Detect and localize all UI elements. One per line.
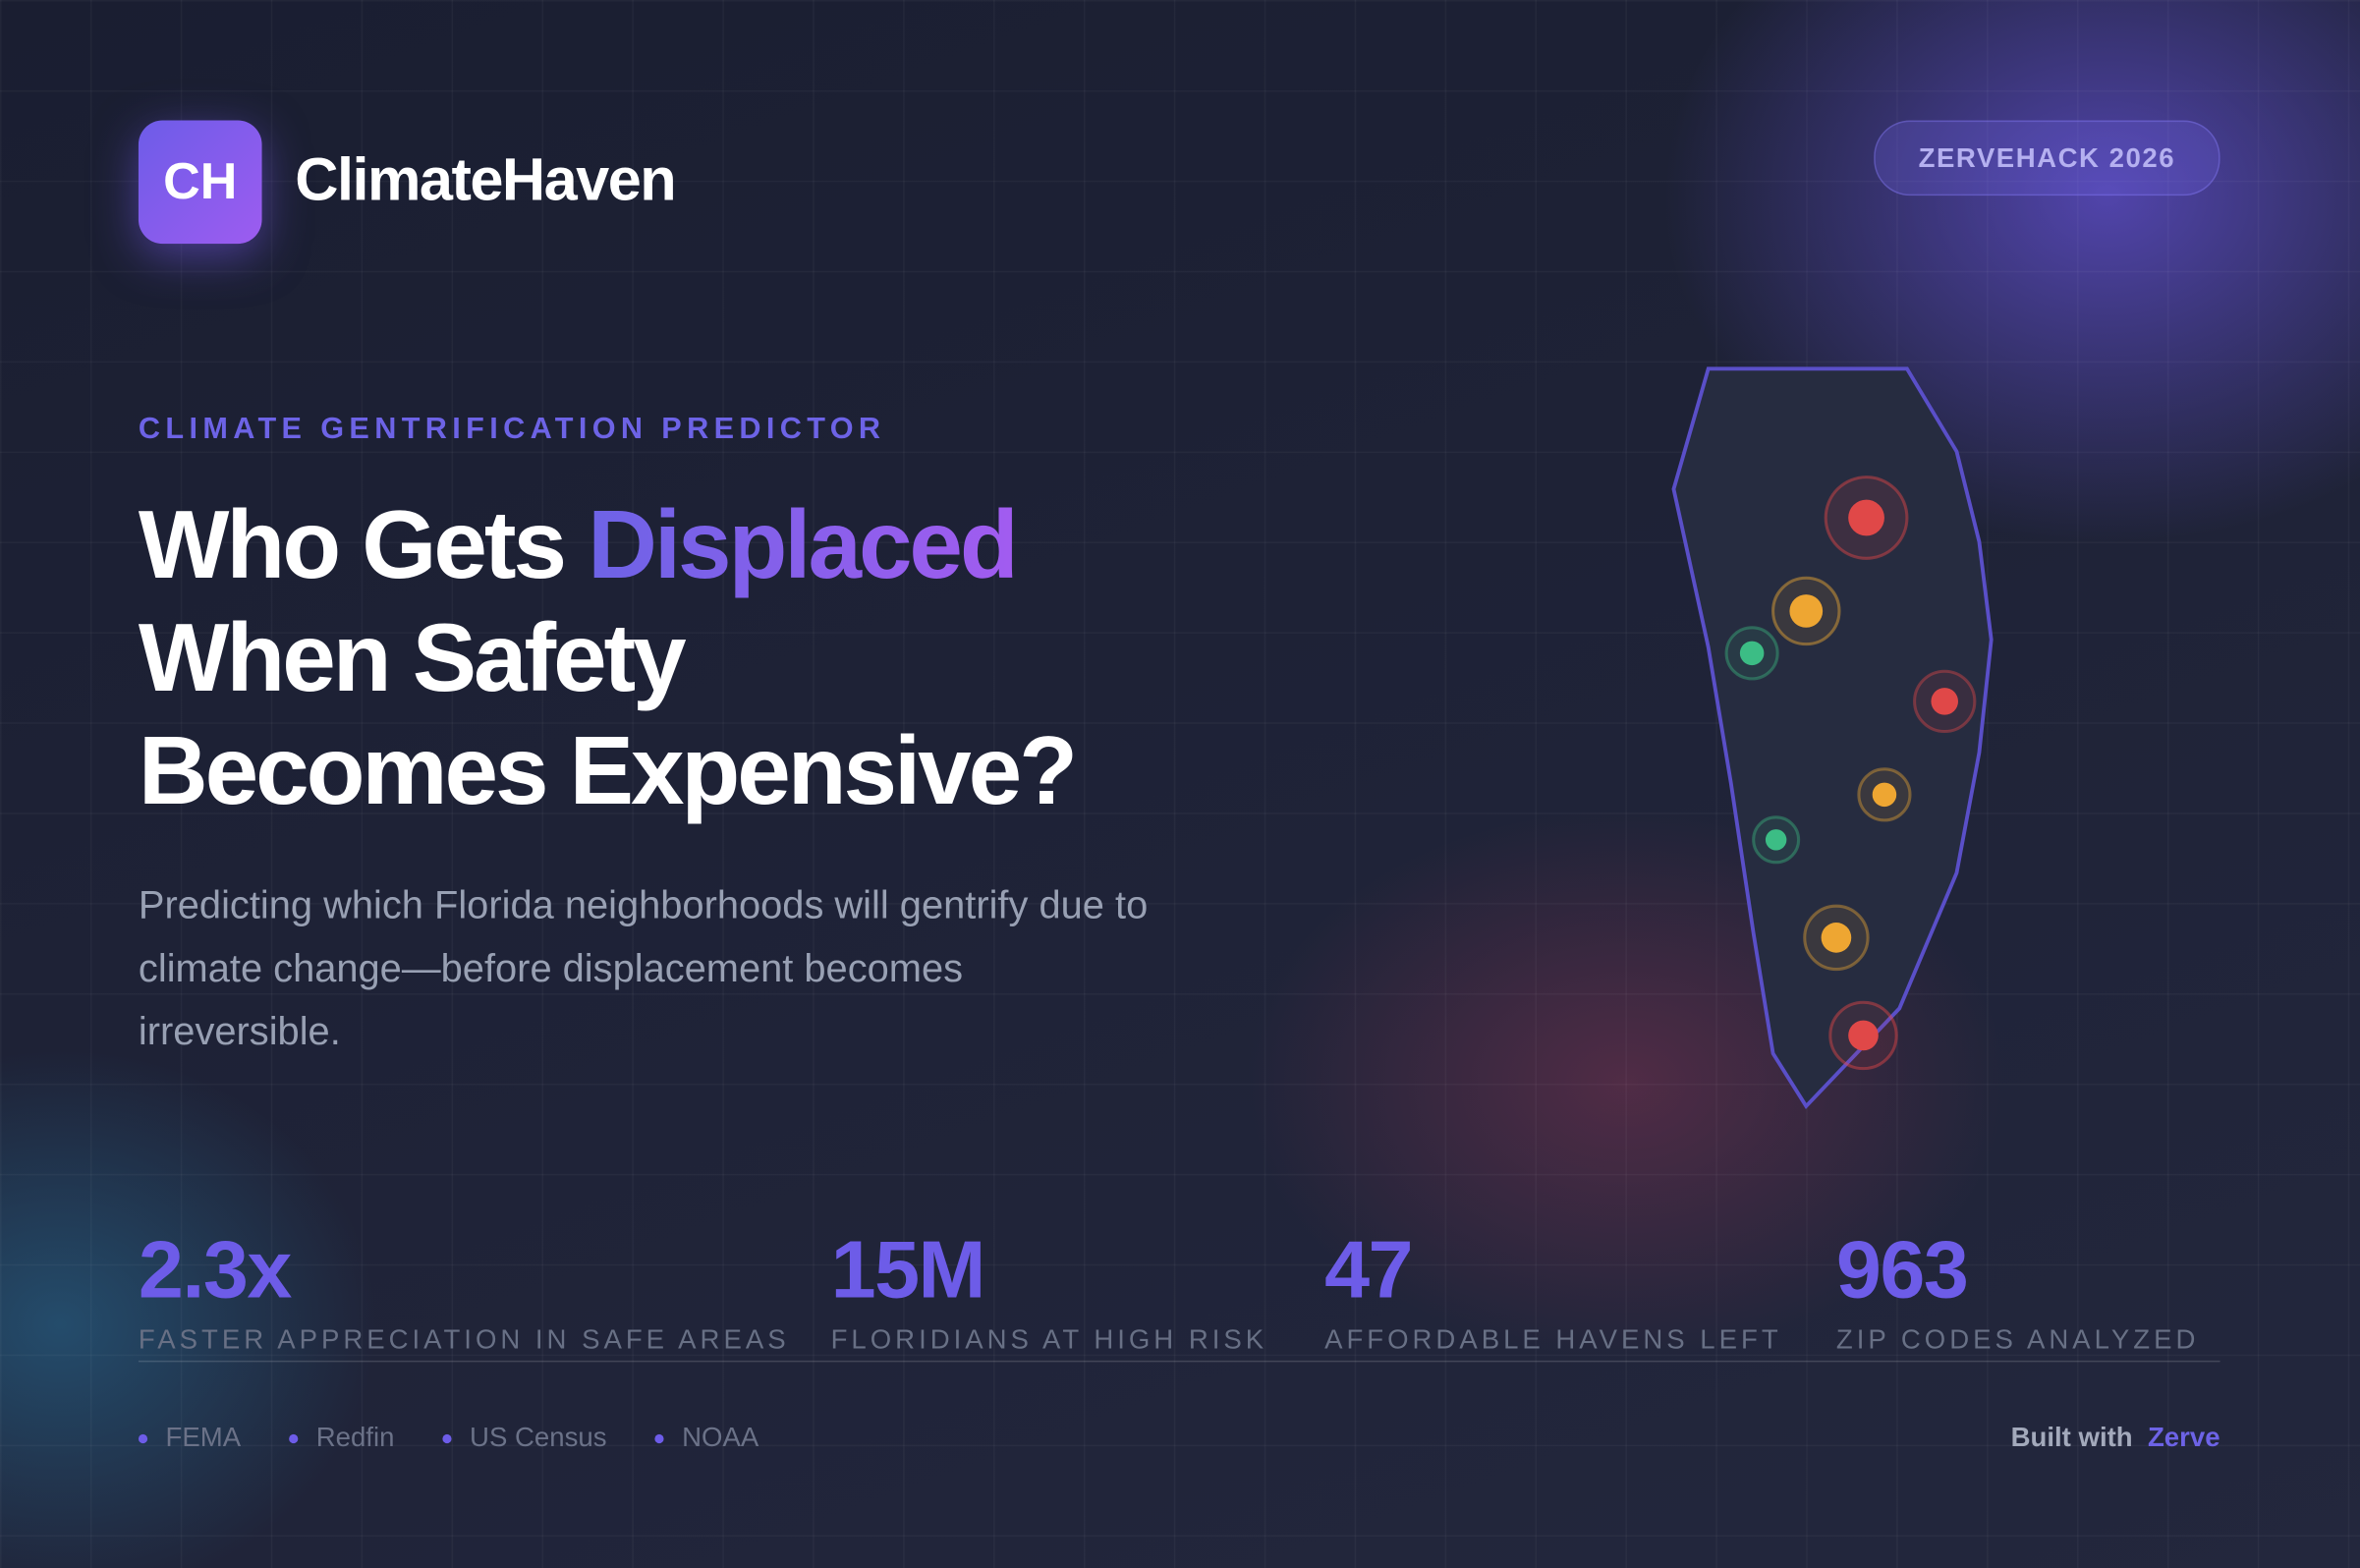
- map-markers: [1724, 476, 1977, 1071]
- marker: [1848, 499, 1884, 536]
- eyebrow: CLIMATE GENTRIFICATION PREDICTOR: [138, 412, 886, 446]
- platform-link[interactable]: Zerve: [2147, 1422, 2220, 1453]
- source: US Census: [442, 1423, 606, 1454]
- source: Redfin: [289, 1423, 395, 1454]
- description: Predicting which Florida neighborhoods w…: [138, 881, 1149, 1054]
- stat-label: ZIP CODES ANALYZED: [1835, 1324, 2200, 1355]
- logo[interactable]: CH: [138, 120, 262, 245]
- stat-value: 47: [1324, 1224, 1414, 1316]
- stat-label: FLORIDIANS AT HIGH RISK: [830, 1324, 1268, 1355]
- headline-text: Becomes Expensive?: [138, 716, 1078, 825]
- state-outline: [1671, 366, 1994, 1110]
- headline: Who Gets Displaced When Safety Becomes Exp…: [138, 489, 1078, 828]
- sources: FEMA Redfin US Census NOAA: [139, 1423, 759, 1454]
- headline-text: When Safety: [138, 603, 687, 712]
- source: NOAA: [655, 1423, 759, 1454]
- marker: [1789, 594, 1824, 628]
- headline-text: Who Gets: [138, 490, 589, 599]
- stat-value: 15M: [830, 1224, 986, 1316]
- marker: [1765, 829, 1787, 851]
- badge: ZERVEHACK 2026: [1874, 120, 2220, 196]
- marker: [1848, 1020, 1879, 1051]
- built-with: Built with Zerve: [2011, 1423, 2220, 1454]
- stat-value: 963: [1835, 1224, 1969, 1316]
- marker: [1872, 782, 1897, 808]
- headline-highlight: Displaced: [588, 490, 1019, 599]
- marker: [1821, 923, 1852, 953]
- stat-label: AFFORDABLE HAVENS LEFT: [1324, 1324, 1782, 1355]
- stat: 15M FLORIDIANS AT HIGH RISK: [831, 1222, 1268, 1356]
- stat: 2.3x FASTER APPRECIATION IN SAFE AREAS: [139, 1222, 790, 1356]
- stat-value: 2.3x: [138, 1224, 292, 1316]
- brand[interactable]: ClimateHaven: [295, 147, 676, 214]
- stat: 963 ZIP CODES ANALYZED: [1836, 1222, 2199, 1356]
- marker: [1931, 688, 1959, 715]
- stat: 47 AFFORDABLE HAVENS LEFT: [1324, 1222, 1782, 1356]
- stat-label: FASTER APPRECIATION IN SAFE AREAS: [138, 1324, 790, 1355]
- source: FEMA: [139, 1423, 242, 1454]
- built-with-label: Built with: [2010, 1422, 2133, 1453]
- divider: [138, 1360, 2220, 1363]
- marker: [1739, 641, 1765, 666]
